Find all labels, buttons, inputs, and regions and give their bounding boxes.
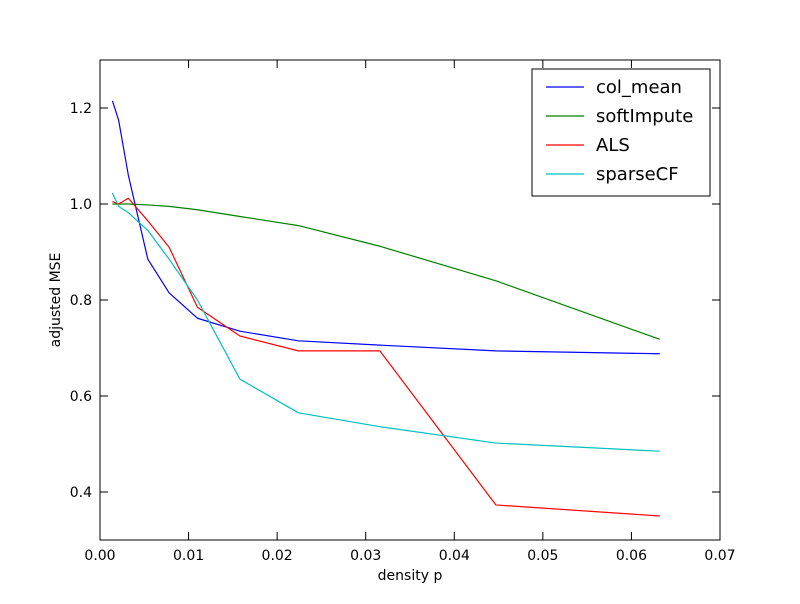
x-tick-label: 0.02 — [262, 548, 293, 564]
x-tick-label: 0.03 — [350, 548, 381, 564]
y-tick-label: 0.6 — [70, 389, 92, 405]
series-line-sparseCF — [111, 192, 660, 452]
series-layer — [111, 100, 660, 517]
x-tick-label: 0.00 — [84, 548, 115, 564]
y-tick-label: 0.8 — [70, 293, 92, 309]
legend-label-softImpute: softImpute — [596, 106, 693, 127]
legend-label-sparseCF: sparseCF — [596, 164, 679, 185]
x-axis-label: density p — [378, 568, 443, 584]
legend: col_mean softImpute ALS sparseCF — [531, 68, 711, 197]
y-axis-label: adjusted MSE — [48, 253, 64, 348]
x-tick-label: 0.01 — [173, 548, 204, 564]
series-line-ALS — [112, 197, 660, 517]
legend-items: col_mean softImpute ALS sparseCF — [546, 77, 693, 185]
legend-label-ALS: ALS — [596, 135, 630, 156]
y-tick-label: 0.4 — [70, 485, 92, 501]
x-tick-label: 0.05 — [527, 548, 558, 564]
legend-box — [531, 68, 711, 197]
x-tick-label: 0.06 — [616, 548, 647, 564]
x-tick-label: 0.07 — [704, 548, 735, 564]
series-line-col_mean — [111, 100, 660, 355]
ticks-layer: 0.00 0.01 0.02 0.03 0.04 0.05 0.06 0.07 0.4 0.6 0.… — [70, 60, 736, 564]
series-line-softImpute — [112, 203, 660, 340]
y-tick-label: 1.0 — [70, 197, 92, 213]
y-tick-label: 1.2 — [70, 101, 92, 117]
x-tick-label: 0.04 — [439, 548, 470, 564]
legend-label-col_mean: col_mean — [596, 77, 682, 98]
